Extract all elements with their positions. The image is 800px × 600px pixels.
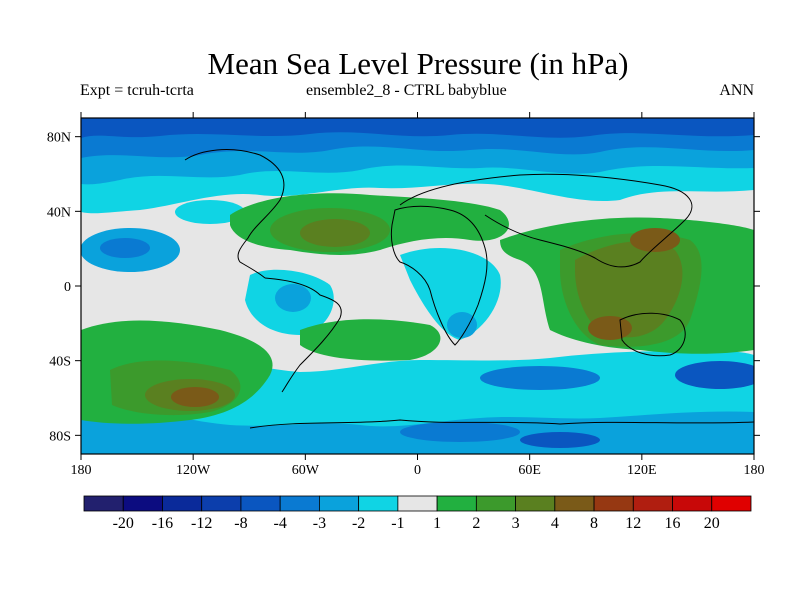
colorbar-swatch: [554, 495, 595, 512]
colorbar-swatch: [475, 495, 516, 512]
colorbar-label: -4: [274, 515, 287, 532]
lat-tick-label: 40N: [47, 205, 71, 220]
colorbar-label: -20: [113, 515, 134, 532]
field-south-low-pacific: [675, 361, 754, 389]
field-spac-high-core: [171, 387, 219, 407]
colorbar-swatch: [162, 495, 203, 512]
coastlines: [184, 149, 754, 429]
colorbar-label: 8: [590, 515, 598, 532]
field-africa-low-core: [447, 312, 477, 338]
lat-tick-label: 0: [64, 280, 71, 295]
colorbar-swatch: [122, 495, 163, 512]
colorbar-label: -1: [391, 515, 404, 532]
lat-tick-label: 80S: [49, 429, 71, 444]
colorbar-label: -3: [313, 515, 326, 532]
colorbar-label: 12: [625, 515, 641, 532]
colorbar-swatch: [515, 495, 556, 512]
coastline-australia: [619, 312, 686, 357]
contour-field: [81, 118, 754, 454]
colorbar-label: 2: [472, 515, 480, 532]
colorbar-swatch: [83, 495, 124, 512]
field-samerica-low-core: [275, 284, 311, 312]
lon-tick-label: 180: [71, 463, 92, 478]
field-north-deepblue: [81, 118, 754, 138]
lat-tick-label: 80N: [47, 131, 71, 146]
lat-tick-label: 40S: [49, 355, 71, 370]
colorbar-label: 1: [433, 515, 441, 532]
colorbar-swatch: [711, 495, 752, 512]
subtitle-ensemble: ensemble2_8 - CTRL babyblue: [306, 82, 507, 99]
plot-title: Mean Sea Level Pressure (in hPa): [207, 46, 629, 81]
colorbar-label: 4: [551, 515, 559, 532]
field-npac-low-core: [100, 238, 150, 258]
colorbar-swatch: [672, 495, 713, 512]
colorbar-label: -16: [152, 515, 173, 532]
colorbar-label: 20: [704, 515, 720, 532]
coastline-eurasia: [399, 173, 693, 268]
lon-tick-label: 60W: [292, 463, 320, 478]
lon-tick-label: 180: [744, 463, 765, 478]
latitude-axis: 80N 40N 0 40S 80S: [47, 131, 760, 444]
colorbar-label: -12: [191, 515, 212, 532]
field-natl-high-core: [300, 219, 370, 247]
colorbar: -20 -16 -12 -8 -4 -3 -2 -1 1 2 3 4 8 12 16 20: [83, 495, 752, 532]
colorbar-swatch: [358, 495, 399, 512]
lon-tick-label: 0: [414, 463, 421, 478]
colorbar-label: -8: [234, 515, 247, 532]
field-south-low-indian: [480, 366, 600, 390]
colorbar-label: 16: [665, 515, 681, 532]
colorbar-swatch: [593, 495, 634, 512]
colorbar-swatch: [632, 495, 673, 512]
field-satl-high: [300, 319, 441, 361]
coastline-africa: [390, 205, 488, 346]
coastline-antarctica: [249, 419, 754, 429]
colorbar-label: 3: [512, 515, 520, 532]
colorbar-swatch: [201, 495, 242, 512]
subtitle-season: ANN: [719, 82, 754, 99]
lon-tick-label: 120W: [176, 463, 211, 478]
field-south-low-atlantic: [400, 422, 520, 442]
colorbar-swatch: [397, 495, 438, 512]
field-south-low-indian2: [520, 432, 600, 448]
field-asia-high-core-north: [630, 228, 680, 252]
coastline-south-america: [264, 277, 342, 393]
colorbar-swatch: [436, 495, 477, 512]
colorbar-swatch: [279, 495, 320, 512]
field-namerica-low: [175, 200, 245, 224]
colorbar-swatch: [319, 495, 360, 512]
field-asia-high-core-south: [588, 316, 632, 340]
longitude-axis: 180 120W 60W 0 60E 120E 180: [71, 112, 765, 478]
lon-tick-label: 60E: [518, 463, 541, 478]
lon-tick-label: 120E: [627, 463, 657, 478]
subtitle-experiment: Expt = tcruh-tcrta: [80, 82, 194, 99]
coastline-north-america: [184, 149, 285, 279]
colorbar-label: -2: [352, 515, 365, 532]
field-africa-low: [400, 247, 501, 340]
colorbar-swatch: [240, 495, 281, 512]
